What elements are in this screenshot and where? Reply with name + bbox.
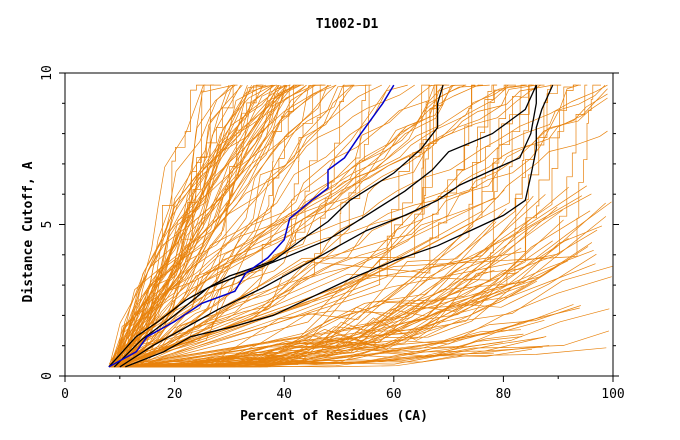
- y-tick-label: 10: [40, 65, 55, 81]
- highlight-series-line: [108, 84, 395, 368]
- reference-series-line: [125, 84, 554, 368]
- background-series-line: [126, 84, 437, 368]
- background-series-line: [120, 84, 326, 366]
- background-series-line: [112, 84, 355, 367]
- background-series-line: [111, 265, 613, 368]
- background-series-line: [110, 84, 507, 368]
- background-series-line: [136, 84, 325, 368]
- background-series-line: [122, 84, 447, 367]
- background-series-line: [123, 85, 286, 366]
- background-series-line: [115, 84, 476, 368]
- background-series-line: [119, 84, 467, 365]
- background-series-line: [120, 84, 285, 365]
- background-series-line: [112, 84, 581, 368]
- background-series-line: [115, 84, 276, 366]
- background-series-group: [108, 84, 613, 368]
- background-series-line: [110, 84, 337, 366]
- background-series-line: [108, 84, 367, 368]
- background-series-line: [112, 84, 415, 367]
- x-tick-label: 0: [61, 387, 69, 402]
- background-series-line: [120, 84, 278, 365]
- background-series-line: [115, 84, 450, 368]
- background-series-line: [114, 336, 522, 368]
- reference-series-line: [108, 84, 444, 368]
- background-series-line: [108, 84, 606, 367]
- background-series-line: [136, 84, 588, 368]
- background-series-line: [116, 84, 369, 365]
- background-series-line: [114, 84, 288, 365]
- background-series-line: [111, 202, 606, 368]
- background-series-line: [117, 84, 332, 366]
- background-series-line: [118, 85, 255, 365]
- background-series-line: [120, 84, 608, 366]
- background-series-line: [126, 84, 206, 368]
- x-tick-label: 80: [496, 387, 512, 402]
- background-series-line: [125, 84, 304, 368]
- background-series-line: [123, 84, 316, 367]
- background-series-line: [134, 84, 442, 368]
- y-tick-label: 5: [40, 221, 55, 229]
- background-series-line: [110, 84, 280, 367]
- background-series-line: [133, 84, 516, 368]
- background-series-line: [117, 130, 608, 365]
- y-tick-label: 0: [40, 372, 55, 380]
- background-series-line: [117, 84, 307, 367]
- background-series-line: [124, 84, 497, 368]
- x-axis-label: Percent of Residues (CA): [240, 409, 428, 424]
- reference-series-line: [119, 85, 537, 368]
- background-series-line: [124, 242, 593, 368]
- background-series-line: [119, 84, 322, 368]
- background-series-line: [114, 88, 608, 366]
- background-series-line: [118, 84, 287, 365]
- background-series-line: [118, 84, 601, 368]
- background-series-line: [135, 84, 430, 368]
- background-series-line: [120, 84, 553, 365]
- x-tick-label: 100: [601, 387, 624, 402]
- background-series-line: [111, 84, 291, 368]
- background-series-line: [140, 84, 440, 368]
- background-series-line: [116, 347, 607, 368]
- background-series-line: [114, 84, 490, 365]
- background-series-line: [116, 84, 236, 366]
- background-series-line: [122, 84, 232, 366]
- background-series-line: [121, 84, 311, 365]
- background-series-line: [109, 84, 264, 367]
- background-series-line: [121, 84, 248, 365]
- background-series-line: [139, 84, 562, 368]
- background-series-line: [115, 84, 454, 365]
- x-tick-label: 20: [167, 387, 183, 402]
- chart-title: T1002-D1: [316, 17, 379, 32]
- background-series-line: [132, 84, 345, 368]
- background-series-line: [124, 84, 537, 367]
- background-series-line: [110, 84, 215, 368]
- x-tick-label: 40: [276, 387, 292, 402]
- background-series-line: [115, 84, 252, 365]
- axes-group: 0 20 40 60 80 100 0 5 10: [40, 65, 625, 402]
- y-axis-label: Distance Cutoff, A: [21, 161, 36, 302]
- background-series-line: [114, 84, 408, 365]
- x-tick-label: 60: [386, 387, 402, 402]
- background-series-line: [111, 84, 528, 366]
- background-series-line: [121, 84, 580, 367]
- background-series-line: [114, 84, 526, 366]
- background-series-line: [129, 84, 545, 368]
- background-series-line: [117, 308, 610, 368]
- background-series-line: [123, 194, 546, 368]
- background-series-line: [120, 249, 594, 368]
- reference-series-group: [108, 84, 554, 368]
- background-series-line: [122, 84, 273, 367]
- background-series-line: [119, 84, 527, 368]
- background-series-line: [115, 84, 291, 366]
- background-series-line: [117, 97, 608, 366]
- background-series-line: [127, 84, 498, 368]
- highlight-series-group: [108, 84, 395, 368]
- reference-series-line: [113, 84, 537, 368]
- background-series-line: [132, 84, 440, 368]
